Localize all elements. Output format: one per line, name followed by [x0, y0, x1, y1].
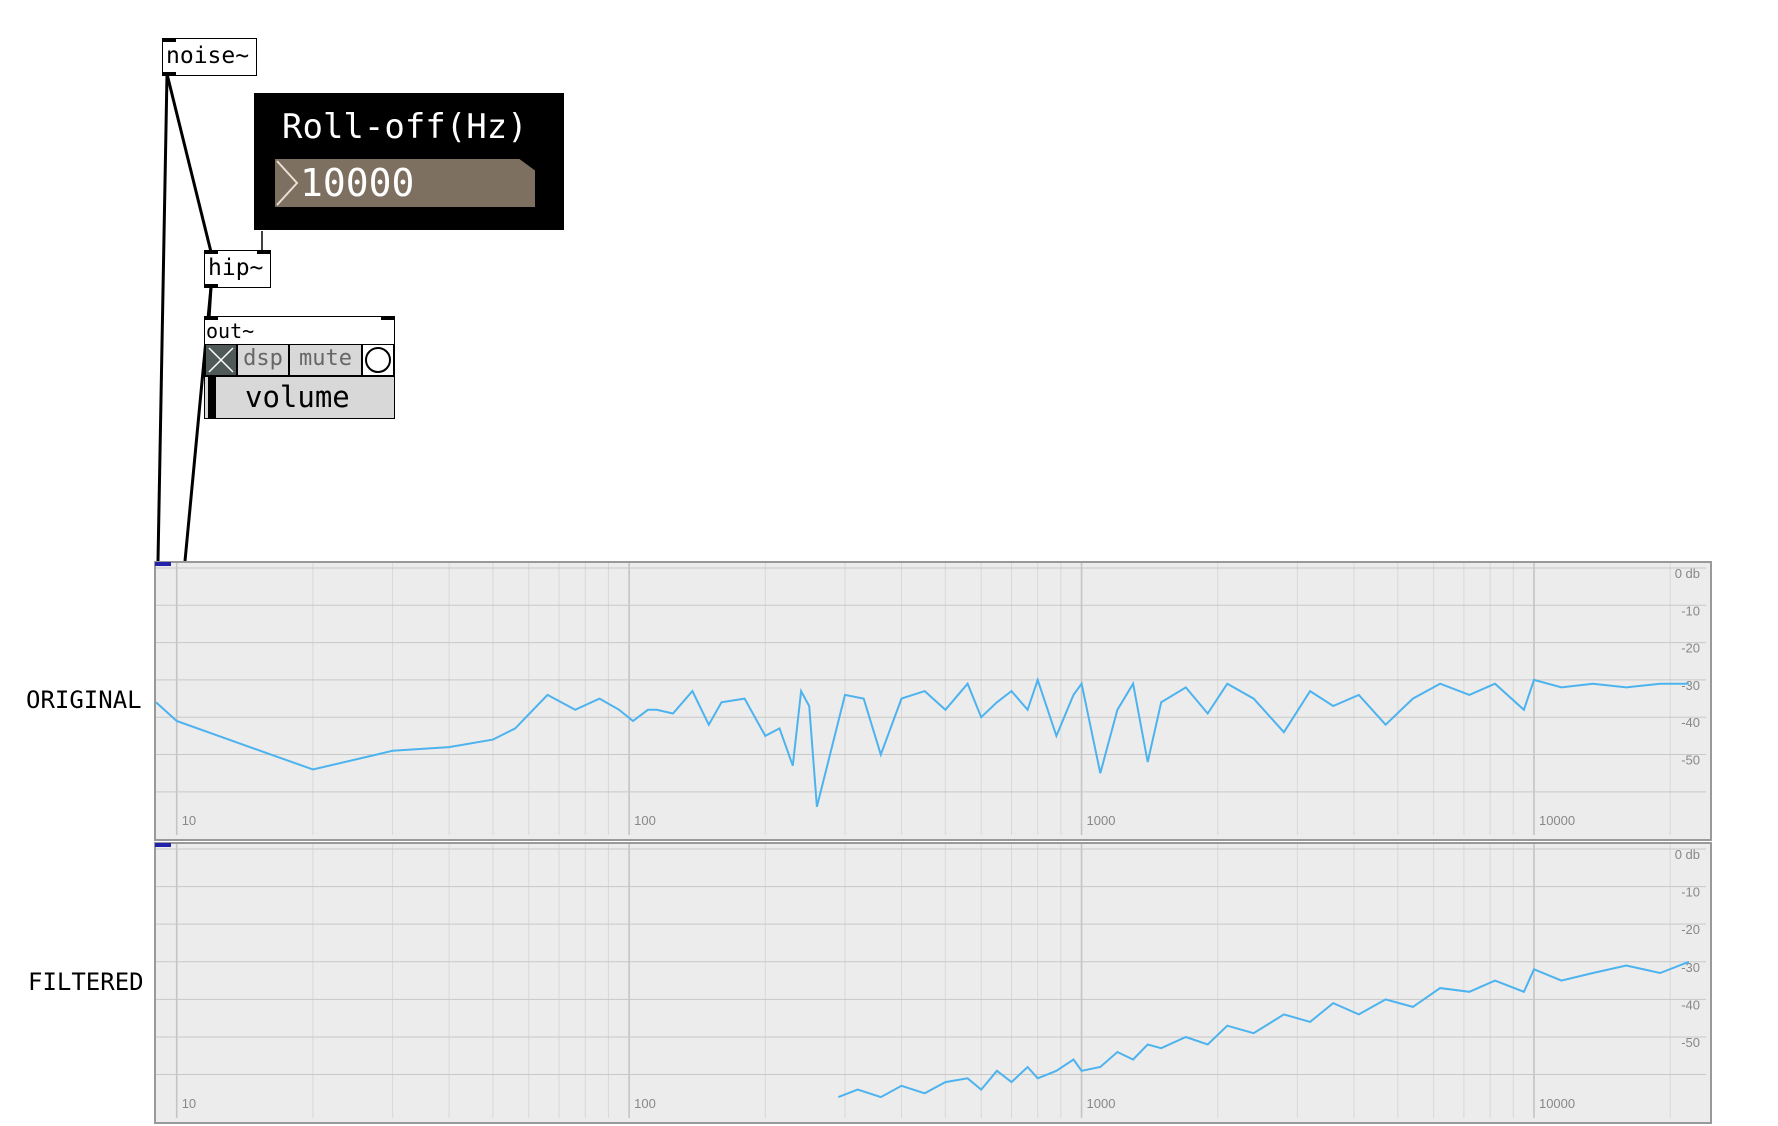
filtered-label: FILTERED — [28, 968, 144, 996]
number-box-arrow-icon — [276, 160, 299, 206]
filtered-db-tick-label: 0 db — [1675, 847, 1700, 862]
original-inlet[interactable] — [155, 562, 171, 566]
dsp-button[interactable]: dsp — [237, 344, 289, 376]
noise-inlet[interactable] — [162, 38, 176, 42]
original-label: ORIGINAL — [26, 686, 142, 714]
hip-right-inlet[interactable] — [257, 250, 271, 254]
original-db-tick-label: -20 — [1681, 641, 1700, 656]
volume-slider-handle[interactable] — [208, 377, 216, 418]
cord-hip-to-out — [207, 286, 213, 320]
filtered-freq-tick-label: 10000 — [1539, 1096, 1575, 1111]
hip-object-label: hip~ — [208, 255, 264, 281]
cord-noise-to-hip — [165, 73, 213, 253]
rolloff-value: 10000 — [300, 161, 415, 205]
hip-outlet[interactable] — [204, 284, 218, 288]
out-object-label: out~ — [206, 319, 255, 343]
filtered-db-tick-label: -40 — [1681, 997, 1700, 1012]
out-right-inlet[interactable] — [381, 316, 395, 320]
toggle-x-icon — [208, 347, 234, 373]
dsp-button-label: dsp — [243, 346, 283, 371]
filtered-db-tick-label: -50 — [1681, 1035, 1700, 1050]
original-db-tick-label: -30 — [1681, 678, 1700, 693]
rolloff-panel: Roll‐off(Hz) 10000 — [254, 93, 564, 230]
original-db-tick-label: -40 — [1681, 715, 1700, 730]
original-db-tick-label: -10 — [1681, 603, 1700, 618]
filtered-spectrum-plot: 0 db -10 -20 -30 -40 -50 10 100 1000 10000 — [156, 844, 1706, 1118]
filtered-freq-tick-label: 10 — [182, 1096, 196, 1111]
volume-label: volume — [245, 380, 350, 414]
out-abstraction[interactable]: out~ dsp mute volume — [204, 316, 395, 419]
original-spectrum-plot: 0 db -10 -20 -30 -40 -50 10 100 1000 10000 — [156, 563, 1706, 835]
original-spectrum[interactable]: 0 db -10 -20 -30 -40 -50 10 100 1000 10000 — [154, 561, 1712, 841]
bang-circle-icon — [365, 347, 391, 373]
mute-bang[interactable] — [362, 344, 394, 376]
hip-left-inlet[interactable] — [204, 250, 218, 254]
original-db-tick-label: 0 db — [1675, 566, 1700, 581]
original-freq-tick-label: 1000 — [1087, 813, 1116, 828]
filtered-freq-tick-label: 100 — [634, 1096, 656, 1111]
rolloff-number-box[interactable]: 10000 — [275, 159, 535, 207]
mute-button-label: mute — [299, 346, 352, 371]
dsp-toggle[interactable] — [205, 344, 237, 376]
filtered-db-tick-label: -10 — [1681, 885, 1700, 900]
noise-object[interactable]: noise~ — [162, 38, 257, 76]
original-spectrum-trace — [156, 676, 1689, 808]
filtered-freq-tick-label: 1000 — [1087, 1096, 1116, 1111]
original-freq-tick-label: 10000 — [1539, 813, 1575, 828]
rolloff-label: Roll‐off(Hz) — [282, 107, 528, 147]
volume-slider[interactable]: volume — [205, 376, 394, 418]
original-freq-tick-label: 10 — [182, 813, 196, 828]
filtered-db-tick-label: -20 — [1681, 922, 1700, 937]
original-db-tick-label: -50 — [1681, 753, 1700, 768]
mute-button[interactable]: mute — [289, 344, 362, 376]
filtered-spectrum-trace — [837, 960, 1690, 1099]
cord-noise-to-original — [156, 73, 169, 562]
filtered-inlet[interactable] — [155, 843, 171, 847]
hip-object[interactable]: hip~ — [204, 250, 271, 288]
noise-object-label: noise~ — [166, 43, 250, 69]
filtered-db-tick-label: -30 — [1681, 960, 1700, 975]
original-freq-tick-label: 100 — [634, 813, 656, 828]
out-left-inlet[interactable] — [204, 316, 218, 320]
noise-outlet[interactable] — [162, 72, 176, 76]
filtered-spectrum[interactable]: 0 db -10 -20 -30 -40 -50 10 100 1000 10000 — [154, 842, 1712, 1124]
